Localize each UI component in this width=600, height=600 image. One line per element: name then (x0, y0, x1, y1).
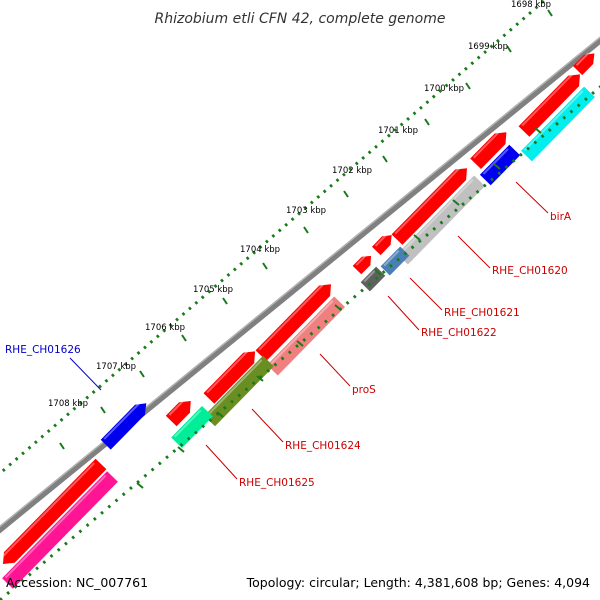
feature-cds-red-9[interactable] (165, 399, 191, 427)
feature-cds-red-7[interactable] (255, 282, 331, 361)
gene-label[interactable]: RHE_CH01624 (285, 440, 361, 452)
label-leader-line (409, 277, 443, 311)
label-leader-line (251, 408, 284, 443)
tick-label: 1708 kbp (48, 399, 88, 409)
feature-cds-red-2[interactable] (518, 72, 580, 137)
tick-label: 1707 kbp (96, 362, 136, 372)
feature-RHE_CH01621[interactable] (380, 246, 410, 276)
tick-label: 1706 kbp (145, 323, 185, 333)
gene-label[interactable]: RHE_CH01626 (5, 344, 81, 356)
genome-backbone (0, 38, 600, 534)
label-leader-line (319, 353, 351, 387)
gene-label[interactable]: RHE_CH01625 (239, 477, 315, 489)
feature-cds-red-10[interactable] (0, 458, 107, 564)
feature-cds-red-5[interactable] (372, 234, 392, 256)
label-leader-line (69, 357, 102, 391)
feature-cds-red-3[interactable] (470, 130, 507, 169)
feature-RHE_CH01620[interactable] (397, 175, 485, 265)
gene-label[interactable]: birA (550, 211, 572, 223)
feature-cds-red-6[interactable] (352, 255, 371, 275)
feature-cds-red-1[interactable] (573, 52, 595, 76)
outer-tick-ring (0, 0, 548, 476)
tick-label: 1705 kbp (193, 285, 233, 295)
feature-cds-red-8[interactable] (203, 349, 256, 404)
tick-label: 1701 kbp (378, 126, 418, 136)
tick-label: 1702 kbp (332, 166, 372, 176)
map-title: Rhizobium etli CFN 42, complete genome (155, 11, 446, 27)
feature-bands (0, 36, 600, 589)
topology-summary: Topology: circular; Length: 4,381,608 bp… (246, 575, 590, 590)
label-leader-line (387, 295, 420, 331)
feature-pink-gene[interactable] (2, 471, 118, 589)
feature-cds-red-4[interactable] (391, 166, 467, 245)
feature-RHE_CH01626[interactable] (100, 401, 147, 450)
tick-label: 1703 kbp (286, 206, 326, 216)
tick-label: 1698 kbp (511, 0, 551, 10)
tick-label: 1699 kbp (468, 42, 508, 52)
feature-proS[interactable] (267, 296, 345, 376)
tick-label: 1700 kbp (424, 84, 464, 94)
feature-birA[interactable] (479, 144, 521, 186)
label-leader-line (515, 181, 549, 214)
label-leader-line (457, 235, 491, 269)
gene-label[interactable]: RHE_CH01621 (444, 307, 520, 319)
gene-label[interactable]: RHE_CH01622 (421, 327, 497, 339)
gene-label[interactable]: RHE_CH01620 (492, 265, 568, 277)
label-leader-line (205, 444, 238, 480)
gene-label[interactable]: proS (352, 384, 376, 396)
tick-label: 1704 kbp (240, 245, 280, 255)
accession-text: Accession: NC_007761 (6, 575, 149, 590)
feature-RHE_CH01624[interactable] (204, 355, 274, 427)
gene-labels: birA RHE_CH01620 RHE_CH01621 RHE_CH01622pro… (5, 181, 572, 489)
feature-RHE_CH01625[interactable] (171, 406, 213, 448)
